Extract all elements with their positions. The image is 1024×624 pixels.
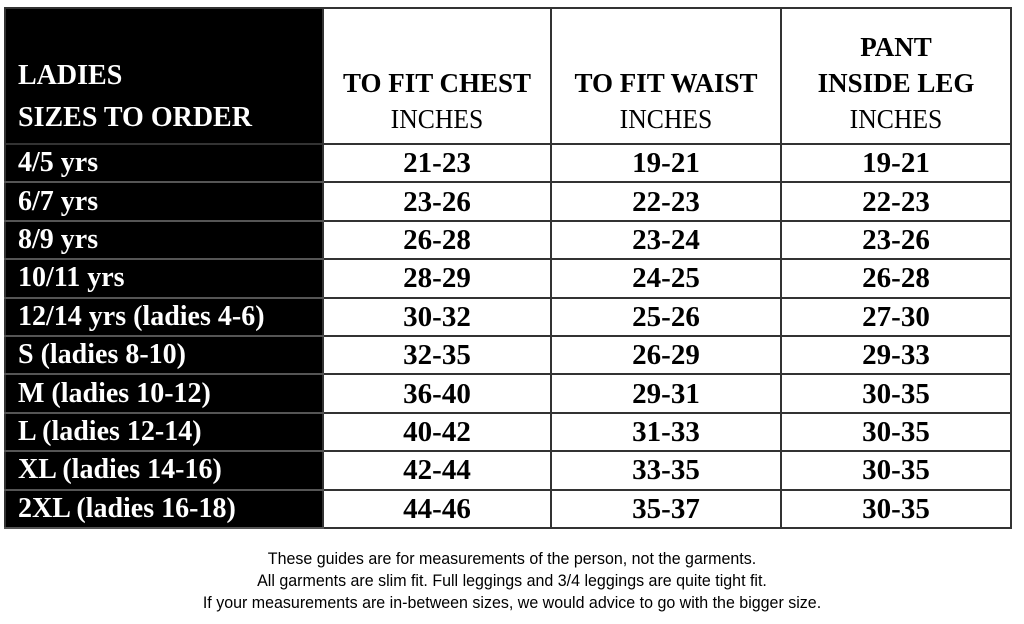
waist-column-header: TO FIT WAIST INCHES xyxy=(550,7,782,145)
inside-leg-cell: 29-33 xyxy=(780,334,1012,376)
leg-header-unit: INCHES xyxy=(849,104,943,134)
size-header-line2: SIZES TO ORDER xyxy=(18,102,252,133)
inside-leg-cell: 19-21 xyxy=(780,142,1012,184)
chest-cell: 21-23 xyxy=(322,142,552,184)
size-cell: S (ladies 8-10) xyxy=(4,334,324,376)
waist-cell: 31-33 xyxy=(550,411,782,453)
size-column-header: LADIES SIZES TO ORDER xyxy=(4,7,324,145)
inside-leg-cell: 30-35 xyxy=(780,488,1012,529)
waist-cell: 25-26 xyxy=(550,296,782,337)
chest-cell: 26-28 xyxy=(322,219,552,261)
chest-cell: 42-44 xyxy=(322,450,552,491)
chest-column-header: TO FIT CHEST INCHES xyxy=(322,7,552,145)
size-cell: M (ladies 10-12) xyxy=(4,373,324,414)
inside-leg-cell: 30-35 xyxy=(780,411,1012,453)
table-row: XL (ladies 14-16) 42-44 33-35 30-35 xyxy=(4,450,1012,491)
chest-cell: 32-35 xyxy=(322,334,552,376)
note-line: If your measurements are in-between size… xyxy=(202,594,822,612)
table-row: 8/9 yrs 26-28 23-24 23-26 xyxy=(4,219,1012,261)
table-row: 12/14 yrs (ladies 4-6) 30-32 25-26 27-30 xyxy=(4,296,1012,337)
chest-cell: 44-46 xyxy=(322,488,552,529)
note-line: These guides are for measurements of the… xyxy=(267,550,757,568)
waist-cell: 24-25 xyxy=(550,258,782,299)
leg-header-line2: INSIDE LEG xyxy=(817,68,975,98)
chest-cell: 36-40 xyxy=(322,373,552,414)
table-row: 6/7 yrs 23-26 22-23 22-23 xyxy=(4,181,1012,222)
waist-cell: 29-31 xyxy=(550,373,782,414)
size-cell: 4/5 yrs xyxy=(4,142,324,184)
table-row: S (ladies 8-10) 32-35 26-29 29-33 xyxy=(4,334,1012,376)
waist-cell: 33-35 xyxy=(550,450,782,491)
inside-leg-column-header: PANT INSIDE LEG INCHES xyxy=(780,7,1012,145)
inside-leg-cell: 22-23 xyxy=(780,181,1012,222)
chest-header-title: TO FIT CHEST xyxy=(342,68,532,98)
size-cell: XL (ladies 14-16) xyxy=(4,450,324,491)
table-row: 10/11 yrs 28-29 24-25 26-28 xyxy=(4,258,1012,299)
chest-header-unit: INCHES xyxy=(390,104,484,134)
note-line: All garments are slim fit. Full leggings… xyxy=(257,572,767,590)
inside-leg-cell: 26-28 xyxy=(780,258,1012,299)
waist-cell: 19-21 xyxy=(550,142,782,184)
size-header-line1: LADIES xyxy=(18,60,123,91)
chest-cell: 23-26 xyxy=(322,181,552,222)
chest-cell: 40-42 xyxy=(322,411,552,453)
size-cell: 12/14 yrs (ladies 4-6) xyxy=(4,296,324,337)
inside-leg-cell: 30-35 xyxy=(780,450,1012,491)
leg-header-line1: PANT xyxy=(860,32,932,62)
waist-header-title: TO FIT WAIST xyxy=(574,68,758,98)
table-row: L (ladies 12-14) 40-42 31-33 30-35 xyxy=(4,411,1012,453)
notes: These guides are for measurements of the… xyxy=(0,548,1024,614)
table-row: 4/5 yrs 21-23 19-21 19-21 xyxy=(4,142,1012,184)
header-row: LADIES SIZES TO ORDER TO FIT CHEST INCHE… xyxy=(4,7,1012,145)
size-cell: 8/9 yrs xyxy=(4,219,324,261)
size-cell: 6/7 yrs xyxy=(4,181,324,222)
chest-cell: 30-32 xyxy=(322,296,552,337)
table-row: M (ladies 10-12) 36-40 29-31 30-35 xyxy=(4,373,1012,414)
size-cell: 2XL (ladies 16-18) xyxy=(4,488,324,529)
inside-leg-cell: 30-35 xyxy=(780,373,1012,414)
waist-cell: 22-23 xyxy=(550,181,782,222)
size-chart-table: LADIES SIZES TO ORDER TO FIT CHEST INCHE… xyxy=(4,7,1012,529)
waist-cell: 26-29 xyxy=(550,334,782,376)
inside-leg-cell: 23-26 xyxy=(780,219,1012,261)
size-cell: L (ladies 12-14) xyxy=(4,411,324,453)
inside-leg-cell: 27-30 xyxy=(780,296,1012,337)
table-row: 2XL (ladies 16-18) 44-46 35-37 30-35 xyxy=(4,488,1012,529)
waist-cell: 35-37 xyxy=(550,488,782,529)
chest-cell: 28-29 xyxy=(322,258,552,299)
waist-cell: 23-24 xyxy=(550,219,782,261)
waist-header-unit: INCHES xyxy=(619,104,713,134)
size-cell: 10/11 yrs xyxy=(4,258,324,299)
